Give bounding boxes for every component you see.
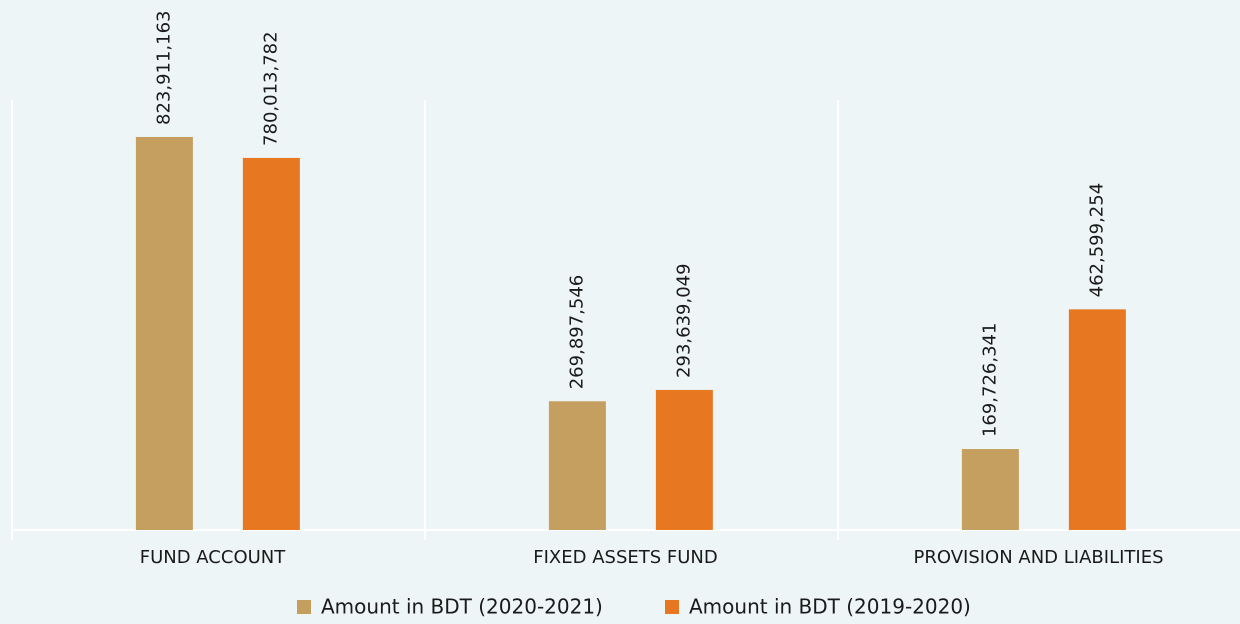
legend-swatch <box>665 600 679 614</box>
x-tick-label: PROVISION AND LIABILITIES <box>913 547 1163 568</box>
legend-swatch <box>297 600 311 614</box>
value-label: 169,726,341 <box>979 323 1000 438</box>
bar <box>1068 309 1126 530</box>
bar <box>961 449 1019 530</box>
bar <box>242 157 300 531</box>
x-tick-label: FIXED ASSETS FUND <box>533 547 717 568</box>
x-tick-label: FUND ACCOUNT <box>140 547 287 568</box>
value-label: 462,599,254 <box>1086 183 1107 298</box>
bar <box>655 389 713 530</box>
value-label: 293,639,049 <box>673 263 694 378</box>
bar <box>548 401 606 530</box>
legend-label: Amount in BDT (2019-2020) <box>689 595 971 619</box>
value-label: 823,911,163 <box>153 10 174 125</box>
value-label: 780,013,782 <box>260 31 281 146</box>
bar <box>135 136 193 530</box>
legend-label: Amount in BDT (2020-2021) <box>321 595 603 619</box>
value-label: 269,897,546 <box>566 275 587 390</box>
